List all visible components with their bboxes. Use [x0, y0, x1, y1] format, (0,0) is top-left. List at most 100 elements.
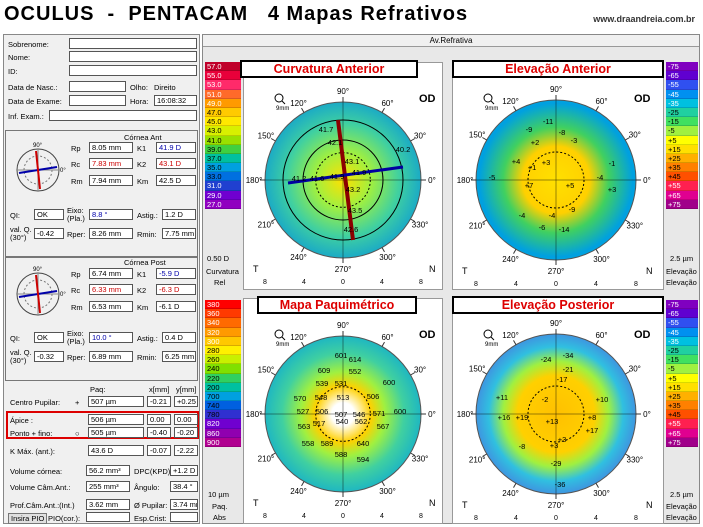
time-field: 16:08:32 — [154, 95, 197, 106]
inf-exam-field[interactable] — [49, 110, 197, 121]
degree-label: 150° — [469, 365, 486, 374]
pachymetry-map-title: Mapa Paquimétrico — [257, 296, 417, 314]
exam-date-field[interactable] — [69, 95, 126, 106]
elevation-scale-step: +25 — [666, 153, 698, 164]
mm-tick-label: 8 — [263, 513, 267, 520]
birth-field[interactable] — [69, 81, 126, 92]
posterior-cornea-title: Córnea Post — [124, 258, 166, 267]
degree-tick — [482, 137, 487, 141]
pachymetry-scale-step: 280 — [205, 345, 241, 356]
eye-od-label: OD — [634, 93, 651, 105]
ant-rm-value: 7.94 mm — [89, 175, 133, 186]
curvature-scale-step: 39.0 — [205, 144, 241, 154]
map-value: 571 — [373, 409, 386, 418]
map-value: 41.9 — [330, 172, 345, 181]
map-value: -29 — [551, 459, 562, 468]
pachymetry-scale-step: 320 — [205, 327, 241, 337]
post-valq-value: -0.32 — [34, 351, 64, 362]
degree-label: 150° — [469, 131, 486, 140]
angle-label: Ângulo: — [134, 483, 160, 492]
elevation-scale-step: +65 — [666, 190, 698, 200]
curvature-scale-step: 35.0 — [205, 163, 241, 173]
post-rm-value: 6.53 mm — [89, 301, 133, 312]
mm-tick-label: 0 — [554, 281, 558, 288]
map-value: 570 — [294, 394, 307, 403]
map-value: +2 — [531, 138, 540, 147]
mm-tick-label: 4 — [302, 513, 306, 520]
map-value: 506 — [316, 407, 329, 416]
svg-text:0°: 0° — [60, 168, 66, 174]
surname-field[interactable] — [69, 38, 197, 49]
insert-iop-button[interactable]: Insira PIO — [8, 513, 48, 524]
id-field[interactable] — [69, 65, 197, 76]
degree-label: 240° — [502, 255, 519, 264]
degree-label: 150° — [258, 366, 275, 375]
elevation-posterior-title: Elevação Posterior — [452, 296, 664, 314]
map-value: 43.2 — [346, 185, 361, 194]
curvature-scale-step: 55.0 — [205, 71, 241, 81]
mm-tick-label: 4 — [594, 515, 598, 522]
dpc-value: +1.2 D — [170, 465, 198, 476]
name-field[interactable] — [69, 51, 197, 62]
elevation-scale-step: +5 — [666, 135, 698, 145]
degree-label: 30° — [414, 132, 426, 141]
refractive-view-header: Av.Refrativa — [203, 35, 699, 47]
degree-label: 270° — [335, 499, 352, 508]
map-value: 600 — [383, 378, 396, 387]
mm-tick-label: 0 — [341, 513, 345, 520]
degree-label: 330° — [412, 221, 429, 230]
map-value: 517 — [313, 419, 326, 428]
degree-label: 330° — [627, 456, 644, 465]
post-km-label: Km — [137, 303, 149, 312]
ant-rmin-value: 7.75 mm — [162, 228, 196, 239]
degree-tick — [625, 137, 630, 141]
degree-tick — [381, 481, 385, 487]
posterior-elevation-scale-step: -5 — [666, 364, 698, 374]
ant-k1-value: 41.9 D — [156, 142, 196, 153]
zoom-icon[interactable] — [274, 329, 284, 339]
pachymetry-scale-step: 740 — [205, 401, 241, 411]
map-value: -6 — [539, 223, 546, 232]
iop-corrected-field[interactable] — [86, 512, 130, 522]
map-value: -11 — [543, 117, 553, 126]
pupil-center-x: -0.21 — [147, 396, 171, 407]
curvature-color-scale: 57.0 55.0 53.0 51.0 49.0 47.0 45.0 43.0 41.0 39.0… — [205, 62, 241, 209]
pachymetry-scale-step: 260 — [205, 355, 241, 365]
pupil-center-y: +0.25 — [174, 396, 198, 407]
post-rc-value: 6.33 mm — [89, 284, 133, 295]
map-value: -8 — [519, 442, 526, 451]
posterior-elevation-scale-step: +35 — [666, 401, 698, 411]
map-value: 42.1 — [328, 138, 343, 147]
thinnest-value: 505 µm — [88, 427, 144, 438]
posterior-elevation-scale-step: -45 — [666, 327, 698, 337]
curvature-scale-step: 45.0 — [205, 117, 241, 127]
kmax-value: 43.6 D — [88, 445, 144, 456]
elevation-scale-step: -55 — [666, 80, 698, 90]
map-value: -34 — [563, 351, 574, 360]
lens-thickness-field[interactable] — [170, 512, 198, 522]
pupil-center-value: 507 µm — [88, 396, 144, 407]
map-value: -9 — [569, 205, 576, 214]
apex-x: 0.00 — [147, 414, 171, 425]
thinnest-symbol: ○ — [75, 429, 80, 438]
elevation-scale-step: -65 — [666, 71, 698, 81]
post-rp-value: 6.74 mm — [89, 268, 133, 279]
map-value: 567 — [377, 422, 390, 431]
post-km-value: -6.1 D — [156, 301, 196, 312]
zoom-icon[interactable] — [483, 93, 493, 103]
ant-valq-value: -0.42 — [34, 228, 64, 239]
map-value: 41.2 — [292, 174, 307, 183]
pachymetry-scale-step: 380 — [205, 300, 241, 310]
zoom-icon[interactable] — [483, 329, 493, 339]
degree-tick — [270, 218, 276, 222]
map-value: +7 — [525, 181, 534, 190]
map-value: 43.1 — [345, 157, 360, 166]
map-value: -24 — [541, 355, 552, 364]
degree-tick — [625, 453, 630, 457]
degree-label: 90° — [550, 319, 562, 328]
app-title: OCULUS - PENTACAM 4 Mapas Refrativos — [4, 3, 469, 25]
nasal-label: N — [429, 498, 436, 508]
posterior-elevation-scale-step: +5 — [666, 373, 698, 383]
inf-exam-label: Inf. Exam.: — [8, 112, 44, 121]
zoom-icon[interactable] — [274, 93, 284, 103]
